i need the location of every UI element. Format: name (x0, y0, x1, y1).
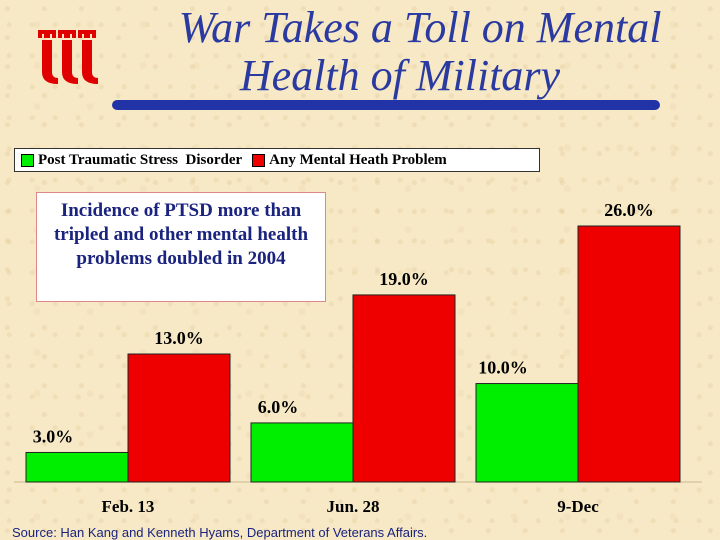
bar-ptsd-0 (25, 451, 129, 483)
data-label-ptsd-0: 3.0% (33, 426, 74, 446)
title-line-1: War Takes a Toll on Mental (178, 3, 662, 52)
annotation-box: Incidence of PTSD more than tripled and … (36, 192, 326, 302)
data-label-ptsd-1: 6.0% (258, 397, 299, 417)
title-underline (112, 100, 660, 110)
legend-label-ptsd: Post Traumatic Stress Disorder (38, 151, 243, 168)
category-label-1: Jun. 28 (327, 497, 380, 516)
data-label-any-mental-0: 13.0% (154, 328, 204, 348)
chart-legend: Post Traumatic Stress Disorder Any Menta… (14, 148, 540, 172)
legend-swatch-ptsd (21, 153, 34, 167)
legend-item-ptsd: Post Traumatic Stress Disorder (21, 152, 242, 169)
data-label-any-mental-2: 26.0% (604, 200, 654, 220)
title-line-2: Health of Military (239, 51, 561, 100)
bar-any-mental-0 (127, 353, 231, 483)
bar-ptsd-1 (250, 422, 354, 483)
category-label-0: Feb. 13 (102, 497, 155, 516)
legend-item-any-mental: Any Mental Heath Problem (252, 152, 447, 169)
category-label-2: 9-Dec (557, 497, 599, 516)
bar-any-mental-1 (352, 294, 456, 483)
data-label-ptsd-2: 10.0% (478, 358, 528, 378)
legend-label-any-mental: Any Mental Heath Problem (269, 151, 447, 168)
bar-any-mental-2 (577, 225, 681, 483)
legend-swatch-any-mental (252, 153, 266, 167)
data-label-any-mental-1: 19.0% (379, 269, 429, 289)
bar-ptsd-2 (475, 383, 579, 483)
triple-tower-logo-icon (38, 30, 98, 84)
source-note: Source: Han Kang and Kenneth Hyams, Depa… (12, 525, 428, 540)
annotation-text: Incidence of PTSD more than tripled and … (53, 200, 309, 269)
